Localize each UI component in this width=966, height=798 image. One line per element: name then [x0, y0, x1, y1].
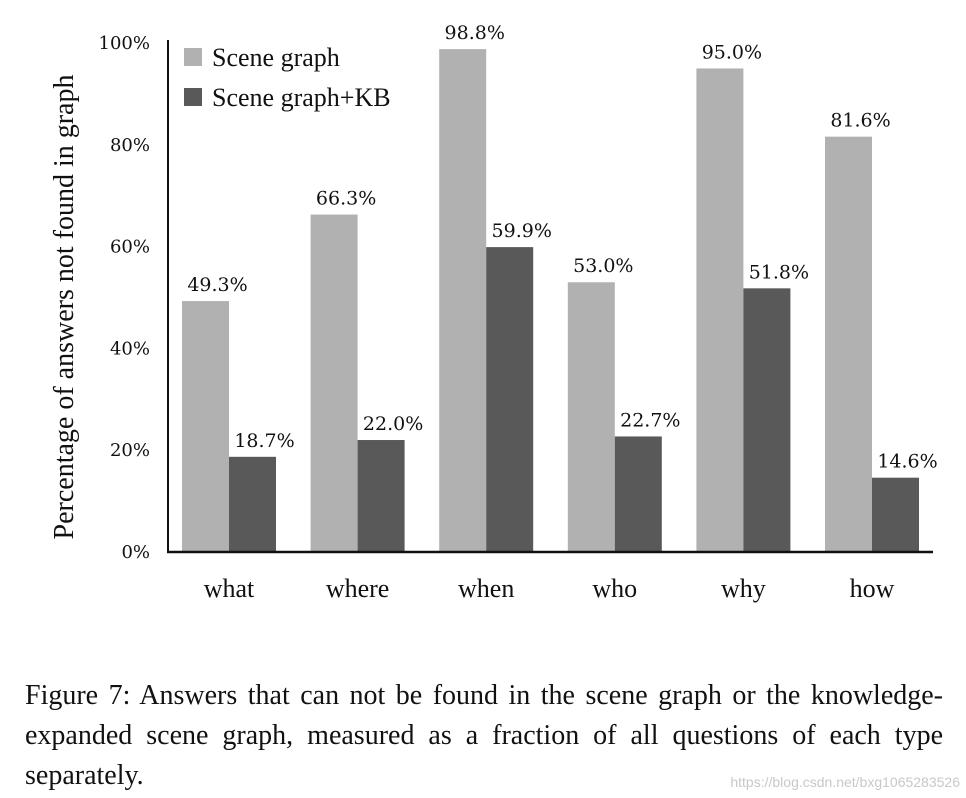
figure-caption: Figure 7: Answers that can not be found … — [25, 680, 943, 791]
bar-when-scene-graph-kb — [486, 247, 534, 552]
legend-label: Scene graph+KB — [212, 83, 391, 112]
y-tick-label: 0% — [121, 542, 150, 563]
bar-how-scene-graph-kb — [872, 477, 919, 552]
bar-who-scene-graph-kb — [614, 436, 662, 552]
legend-swatch — [184, 48, 202, 66]
category-label-why: why — [721, 574, 766, 603]
bar-who-scene-graph — [567, 282, 615, 552]
bar-where-scene-graph-kb — [357, 440, 405, 552]
legend-label: Scene graph — [212, 43, 340, 72]
legend-swatch — [184, 88, 202, 106]
bar-chart: 0% 20% 40% 60% 80% 100% 49.3% 18.7% 66.3% 22.0% 9… — [49, 22, 938, 603]
category-label-where: where — [326, 574, 390, 603]
bar-what-scene-graph-kb — [229, 456, 276, 552]
bar-why-scene-graph — [696, 68, 744, 552]
data-label: 14.6% — [877, 451, 937, 473]
bar-what-scene-graph — [182, 301, 229, 552]
data-label: 59.9% — [492, 220, 552, 242]
y-tick-label: 100% — [99, 33, 150, 54]
data-label: 95.0% — [702, 41, 762, 63]
x-axis-categories: what where when who why how — [204, 574, 895, 603]
data-label: 53.0% — [573, 255, 633, 277]
y-axis-ticks: 0% 20% 40% 60% 80% 100% — [99, 33, 150, 563]
category-label-who: who — [592, 574, 637, 603]
category-label-when: when — [458, 574, 514, 603]
bar-why-scene-graph-kb — [743, 288, 791, 552]
bar-where-scene-graph — [310, 214, 358, 552]
data-label: 51.8% — [749, 261, 809, 283]
data-label: 49.3% — [187, 274, 247, 296]
category-label-what: what — [204, 574, 255, 603]
bar-when-scene-graph — [439, 49, 487, 552]
bar-how-scene-graph — [825, 136, 872, 552]
data-label: 66.3% — [316, 188, 376, 210]
data-label: 81.6% — [830, 110, 890, 132]
legend: Scene graph Scene graph+KB — [184, 43, 391, 112]
y-axis-label: Percentage of answers not found in graph — [49, 75, 80, 540]
data-label: 18.7% — [234, 430, 294, 452]
axes — [167, 40, 933, 554]
y-tick-label: 40% — [110, 338, 150, 359]
data-label: 22.0% — [363, 413, 423, 435]
category-label-how: how — [850, 574, 895, 603]
data-label: 98.8% — [445, 22, 505, 44]
y-tick-label: 60% — [110, 237, 150, 258]
y-tick-label: 20% — [110, 440, 150, 461]
watermark: https://blog.csdn.net/bxg1065283526 — [730, 774, 960, 790]
bars — [182, 49, 919, 552]
data-label: 22.7% — [620, 409, 680, 431]
y-tick-label: 80% — [110, 135, 150, 156]
data-labels: 49.3% 18.7% 66.3% 22.0% 98.8% 59.9% 53.0% 22.7%… — [187, 22, 937, 473]
